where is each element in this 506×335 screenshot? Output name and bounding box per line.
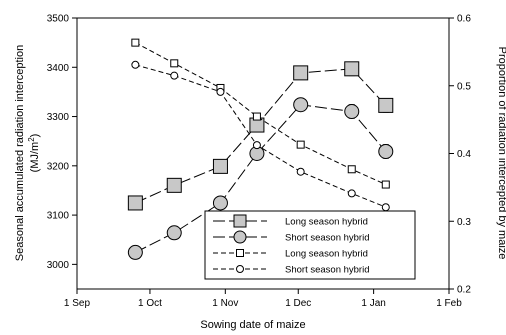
- y-right-tick-label: 0.6: [457, 14, 471, 25]
- y-left-tick-label: 3400: [47, 63, 70, 74]
- data-point: [127, 195, 143, 211]
- data-point: [344, 61, 360, 77]
- x-axis-title: Sowing date of maize: [200, 319, 305, 331]
- y-axis-units-open: (MJ/m: [29, 142, 41, 173]
- legend-label: Short season hybrid: [285, 233, 370, 244]
- series-0: [127, 61, 394, 211]
- data-point: [381, 203, 390, 212]
- y-left-tick-label: 3500: [47, 14, 70, 25]
- x-tick-label: 1 Dec: [285, 298, 311, 309]
- legend-label: Long season hybrid: [285, 217, 368, 228]
- y-right-tick-label: 0.4: [457, 149, 471, 160]
- y-left-tick-label: 3300: [47, 112, 70, 123]
- x-tick-label: 1 Sep: [64, 298, 91, 309]
- data-point: [296, 167, 305, 176]
- data-point: [293, 65, 309, 81]
- y-axis-units-close: ): [29, 134, 41, 138]
- data-point: [170, 71, 179, 80]
- series-layer: [127, 38, 394, 260]
- legend-swatch-marker: [236, 265, 244, 273]
- data-point: [378, 143, 394, 159]
- x-tick-label: 1 Jan: [361, 298, 385, 309]
- data-point: [127, 244, 143, 260]
- legend-label: Short season hybrid: [285, 265, 370, 276]
- data-point: [252, 141, 261, 150]
- data-point: [381, 180, 390, 189]
- data-point: [293, 97, 309, 113]
- y-axis-units-sup: 2: [27, 137, 36, 142]
- y-axis-title-left-units: (MJ/m2): [27, 134, 41, 173]
- y-axis-title-left: Seasonal accumulated radiation intercept…: [14, 45, 26, 261]
- x-tick-label: 1 Oct: [138, 298, 162, 309]
- y-right-tick-label: 0.2: [457, 285, 471, 296]
- series-1: [127, 97, 394, 260]
- data-point: [131, 38, 140, 47]
- data-point: [347, 189, 356, 198]
- data-point: [212, 158, 228, 174]
- data-point: [212, 195, 228, 211]
- y-right-tick-label: 0.5: [457, 81, 471, 92]
- y-left-tick-label: 3100: [47, 211, 70, 222]
- legend-swatch-marker: [236, 249, 244, 257]
- data-point: [378, 97, 394, 113]
- data-point: [166, 177, 182, 193]
- data-point: [170, 59, 179, 68]
- data-point: [347, 165, 356, 174]
- data-point: [131, 60, 140, 69]
- y-left-tick-label: 3200: [47, 161, 70, 172]
- data-point: [216, 87, 225, 96]
- data-point: [344, 103, 360, 119]
- x-tick-label: 1 Feb: [436, 298, 462, 309]
- legend: Long season hybrid Short season hybrid Lon…: [204, 210, 416, 280]
- legend-swatch-marker: [233, 214, 247, 228]
- series-3: [131, 60, 390, 212]
- y-right-tick-label: 0.3: [457, 217, 471, 228]
- data-point: [166, 225, 182, 241]
- x-tick-label: 1 Nov: [212, 298, 238, 309]
- legend-swatch-marker: [233, 230, 247, 244]
- y-left-tick-label: 3000: [47, 260, 70, 271]
- data-point: [252, 112, 261, 121]
- data-point: [296, 140, 305, 149]
- axes: 1 Sep 1 Oct 1 Nov 1 Dec 1 Jan 1 Feb 3000 3100 32…: [47, 14, 472, 310]
- legend-label: Long season hybrid: [285, 249, 368, 260]
- y-axis-title-right: Proportion of radiation intercepted by m…: [496, 47, 506, 260]
